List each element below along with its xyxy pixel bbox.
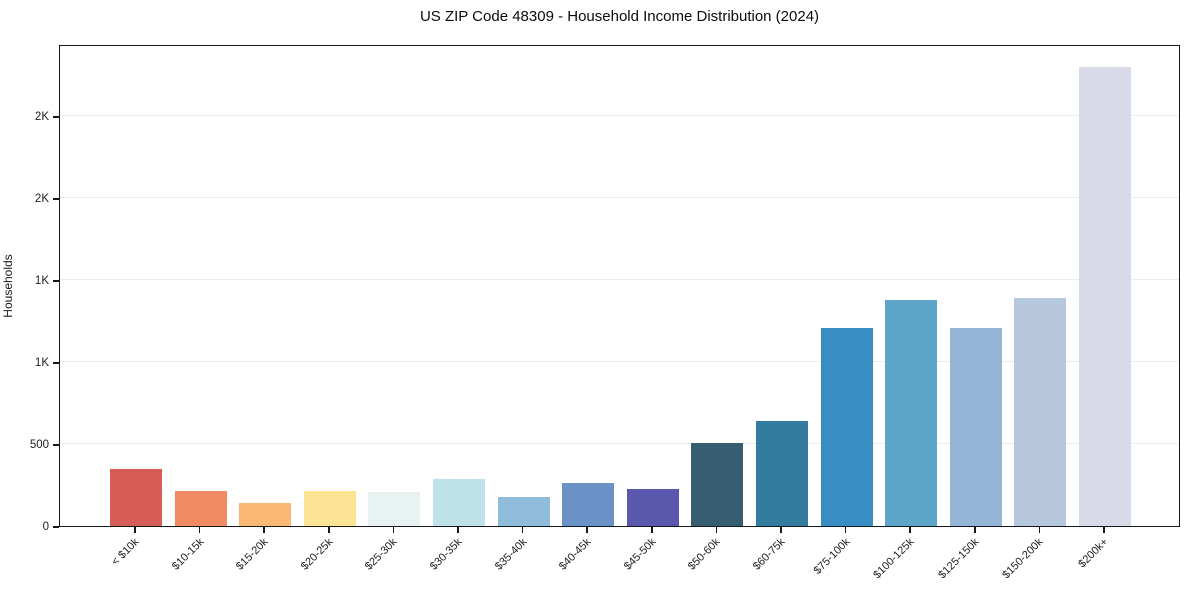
bar-$45-50k [626,489,679,526]
y-tick-label: 500 [29,439,49,452]
gridline [60,197,1179,199]
x-tick-mark [1103,527,1105,533]
bar-$50-60k [691,443,744,526]
x-tick-label: < $10k [109,536,142,569]
y-tick-label: 2K [34,193,49,206]
y-tick-label: 1K [34,357,49,370]
x-tick-mark [457,527,459,533]
bar-$35-40k [497,496,550,526]
x-tick-mark [263,527,265,533]
x-tick-mark [909,527,911,533]
bar-$40-45k [562,483,615,526]
bar-$10-15k [174,490,227,526]
x-tick-mark [1038,527,1041,533]
bar-$125-150k [949,327,1002,526]
y-tick-mark [53,526,59,528]
bar-$15-20k [239,503,292,526]
x-tick-mark [586,527,588,533]
bar-< $10k [110,468,162,526]
x-tick-mark [198,527,201,533]
x-tick-mark [521,527,524,533]
bar-$75-100k [820,327,873,526]
y-tick-mark [53,444,59,446]
gridline [60,443,1179,445]
bar-$60-75k [756,421,808,526]
x-tick-mark [974,527,976,533]
chart-title: US ZIP Code 48309 - Household Income Dis… [419,8,820,25]
x-tick-mark [651,527,653,533]
gridline [60,279,1179,281]
bar-$20-25k [303,490,356,526]
x-tick-mark [780,527,782,533]
y-tick-mark [53,280,59,282]
gridline [60,115,1179,117]
gridline [60,361,1179,363]
bar-$100-125k [885,299,938,526]
bar-$150-200k [1014,298,1067,526]
bar-$200k+ [1079,66,1131,526]
x-tick-mark [392,527,395,533]
y-tick-mark [53,116,59,118]
y-tick-label: 2K [34,111,49,124]
x-tick-mark [328,527,330,533]
bar-$25-30k [368,492,421,526]
y-tick-mark [53,362,59,364]
y-tick-label: 0 [42,521,49,533]
y-tick-mark [53,198,59,200]
x-tick-mark [844,527,847,533]
y-tick-label: 1K [34,275,49,288]
plot-area [59,45,1180,527]
bar-$30-35k [433,479,485,526]
x-tick-mark [715,527,718,533]
x-tick-mark [134,527,136,533]
